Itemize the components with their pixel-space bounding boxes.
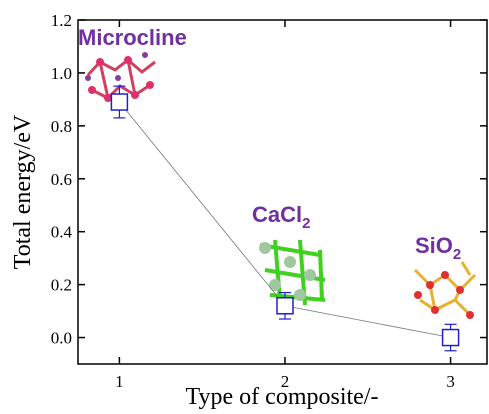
y-tick-label: 1.2 bbox=[51, 11, 72, 30]
y-tick-label: 0.6 bbox=[51, 170, 72, 189]
marker bbox=[441, 328, 460, 347]
sio2-structure bbox=[413, 261, 477, 319]
cacl2-structure bbox=[259, 239, 326, 306]
plot-frame bbox=[77, 19, 488, 365]
annotation: Microcline bbox=[78, 25, 187, 50]
x-tick-label: 3 bbox=[446, 372, 455, 391]
annotation-subscript: 2 bbox=[302, 215, 310, 232]
annotation-text: SiO bbox=[415, 233, 453, 258]
y-tick-label: 0.4 bbox=[51, 223, 73, 242]
annotation-text: CaCl bbox=[252, 202, 302, 227]
y-tick-label: 1.0 bbox=[51, 64, 72, 83]
y-tick-label: 0.0 bbox=[51, 329, 72, 348]
x-axis-title: Type of composite/- bbox=[186, 384, 379, 410]
annotation: SiO2 bbox=[415, 233, 461, 263]
annotation: CaCl2 bbox=[252, 202, 310, 232]
x-tick-label: 1 bbox=[115, 372, 124, 391]
annotation-subscript: 2 bbox=[453, 246, 461, 263]
marker bbox=[110, 93, 129, 111]
annotation-text: Microcline bbox=[78, 25, 187, 50]
y-axis-title: Total energy/eV bbox=[10, 114, 36, 269]
marker bbox=[276, 297, 294, 315]
x-tick-label: 2 bbox=[281, 372, 290, 391]
y-tick-label: 0.2 bbox=[51, 276, 72, 295]
y-tick-label: 0.8 bbox=[51, 117, 72, 136]
